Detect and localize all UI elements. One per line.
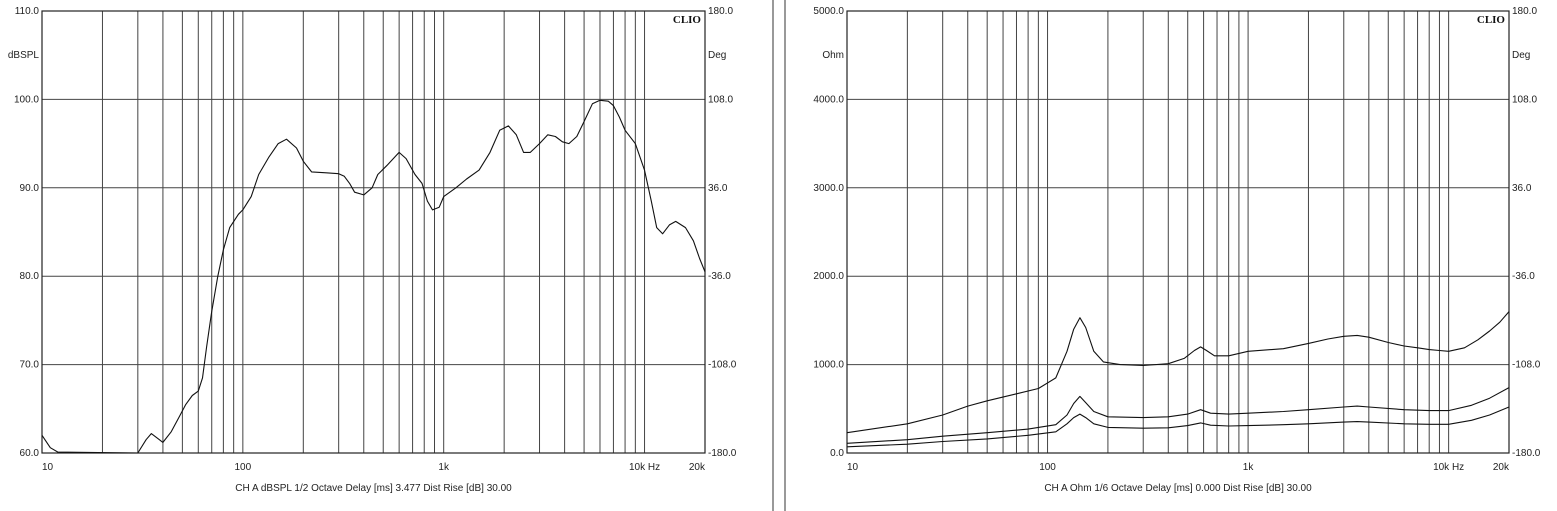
data-series-line <box>41 99 706 454</box>
y2-tick-label: 180.0 <box>708 6 733 17</box>
y-tick-label: 4000.0 <box>813 94 844 105</box>
y-tick-label: 0.0 <box>830 448 844 459</box>
x-tick-label: 20k <box>1493 462 1510 473</box>
x-tick-label: 20k <box>689 462 706 473</box>
impedance-chart: 0.0 1000.0 2000.0 3000.0 4000.0 5000.0 -180.0 -… <box>813 6 1540 494</box>
brand-backdrop <box>655 12 703 26</box>
y2-tick-label: 36.0 <box>708 183 728 194</box>
y-tick-label: 2000.0 <box>813 271 844 282</box>
y-tick-label: 90.0 <box>20 183 40 194</box>
data-series-line <box>846 406 1510 448</box>
measurement-info-footer: CH A dBSPL 1/2 Octave Delay [ms] 3.477 D… <box>235 483 512 494</box>
plot-frame <box>846 10 1510 454</box>
y2-tick-label: -36.0 <box>708 271 731 282</box>
x-tick-label: 10 <box>847 462 859 473</box>
x-tick-label: 10k Hz <box>1433 462 1464 473</box>
clio-brand-label: CLIO <box>1477 14 1506 26</box>
x-tick-label: 1k <box>438 462 450 473</box>
y-tick-label: 1000.0 <box>813 360 844 371</box>
y-tick-label: 80.0 <box>20 271 40 282</box>
y2-tick-label: -180.0 <box>1512 448 1541 459</box>
y2-tick-label: -108.0 <box>708 360 737 371</box>
y-axis-unit-label: dBSPL <box>8 50 40 61</box>
brand-backdrop <box>1459 12 1507 26</box>
y-tick-label: 60.0 <box>20 448 40 459</box>
measurement-info-footer: CH A Ohm 1/6 Octave Delay [ms] 0.000 Dis… <box>1044 483 1312 494</box>
plot-frame <box>41 10 706 454</box>
data-series-line <box>846 311 1510 434</box>
y2-axis-unit-label: Deg <box>1512 50 1530 61</box>
y2-tick-label: -36.0 <box>1512 271 1535 282</box>
x-tick-label: 1k <box>1243 462 1255 473</box>
x-tick-label: 10 <box>42 462 54 473</box>
y2-tick-label: 36.0 <box>1512 183 1532 194</box>
y-tick-label: 5000.0 <box>813 6 844 17</box>
y2-tick-label: -180.0 <box>708 448 737 459</box>
y2-tick-label: 108.0 <box>1512 94 1537 105</box>
y-tick-label: 110.0 <box>15 6 40 17</box>
x-tick-label: 100 <box>235 462 252 473</box>
y2-axis-unit-label: Deg <box>708 50 726 61</box>
y2-tick-label: 108.0 <box>708 94 733 105</box>
data-series-line <box>846 387 1510 444</box>
x-tick-label: 10k Hz <box>629 462 660 473</box>
y-tick-label: 3000.0 <box>813 183 844 194</box>
clio-brand-label: CLIO <box>673 14 702 26</box>
y2-tick-label: -108.0 <box>1512 360 1541 371</box>
x-tick-label: 100 <box>1039 462 1056 473</box>
y-tick-label: 100.0 <box>14 94 39 105</box>
y-tick-label: 70.0 <box>20 360 40 371</box>
y-axis-unit-label: Ohm <box>822 50 844 61</box>
y2-tick-label: 180.0 <box>1512 6 1537 17</box>
spl-response-chart: 60.0 70.0 80.0 90.0 100.0 110.0 -180.0 -108.0 -3… <box>8 6 737 494</box>
